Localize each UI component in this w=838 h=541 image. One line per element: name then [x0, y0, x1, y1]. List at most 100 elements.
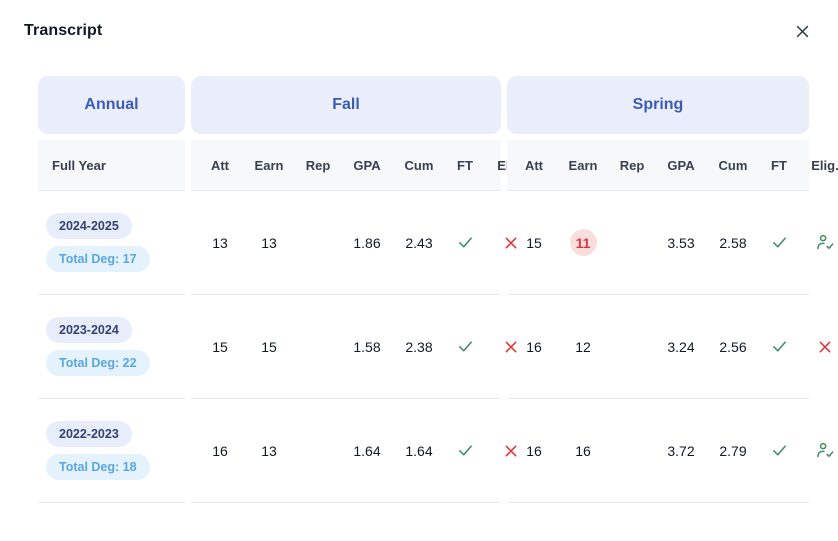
cell-spring-elig: [799, 399, 838, 502]
header-fall-gpa: GPA: [353, 157, 381, 173]
cell-fall-cum: 2.38: [405, 338, 433, 355]
header-spring-gpa: GPA: [667, 157, 695, 173]
cell-spring-earn: 16: [575, 442, 591, 459]
fall-column-headers: Att Earn Rep GPA Cum FT Elig.: [191, 140, 525, 190]
cell-fall-cum: 1.64: [405, 442, 433, 459]
check-icon: [457, 442, 474, 459]
header-fall-earn: Earn: [254, 157, 284, 173]
check-icon: [457, 338, 474, 355]
modal-titlebar: Transcript: [0, 0, 838, 62]
cell-fall-att: 13: [212, 234, 228, 251]
cell-spring-elig: [799, 295, 838, 398]
cell-spring-earn: 11: [557, 191, 609, 294]
spring-cells: 15 11 3.53 2.58: [507, 191, 833, 294]
row-separator: [38, 190, 809, 191]
spring-column-headers: Att Earn Rep GPA Cum FT Elig.: [507, 140, 838, 190]
cell-spring-ft: [759, 295, 799, 398]
header-spring-earn: Earn: [568, 157, 598, 173]
x-icon: [503, 339, 519, 355]
cell-fall-ft: [445, 191, 485, 294]
annual-cell: 2023-2024 Total Deg: 22: [38, 317, 185, 376]
cell-spring-earn: 12: [575, 338, 591, 355]
cell-fall-earn: 15: [261, 338, 277, 355]
cell-fall-rep: [295, 295, 341, 398]
tab-annual[interactable]: Annual: [38, 76, 185, 134]
cell-spring-rep: [609, 191, 655, 294]
cell-fall-elig: [485, 399, 537, 502]
fall-cells: 16 13 1.64 1.64: [191, 399, 517, 502]
user-check-icon: [816, 441, 835, 460]
cell-fall-elig: [485, 295, 537, 398]
cell-spring-cum: 2.79: [719, 442, 747, 459]
cell-fall-rep: [295, 191, 341, 294]
cell-fall-rep: [295, 399, 341, 502]
x-icon: [817, 339, 833, 355]
fall-cells: 13 13 1.86 2.43: [191, 191, 517, 294]
tab-spring[interactable]: Spring: [507, 76, 809, 134]
cell-spring-gpa: 3.53: [667, 234, 695, 251]
cell-spring-att: 15: [526, 234, 542, 251]
cell-spring-ft: [759, 399, 799, 502]
header-fall-cum: Cum: [404, 157, 434, 173]
cell-fall-att: 16: [212, 442, 228, 459]
earn-warning-badge: 11: [569, 229, 597, 256]
check-icon: [771, 442, 788, 459]
annual-cell: 2022-2023 Total Deg: 18: [38, 421, 185, 480]
cell-fall-cum: 2.43: [405, 234, 433, 251]
cell-fall-earn: 13: [261, 442, 277, 459]
cell-spring-rep: [609, 399, 655, 502]
table-row[interactable]: 2022-2023 Total Deg: 18 16 13 1.64 1.64 16 16 3.…: [38, 399, 833, 502]
season-tab-row: Annual Fall Spring: [38, 76, 809, 134]
total-degree-badge: Total Deg: 17: [46, 246, 150, 272]
cell-fall-elig: [485, 191, 537, 294]
total-degree-badge: Total Deg: 22: [46, 350, 150, 376]
column-header-row: Full Year Att Earn Rep GPA Cum FT Elig. …: [38, 140, 838, 190]
transcript-table: Annual Fall Spring Full Year Att Earn Re…: [38, 76, 838, 503]
page-title: Transcript: [24, 22, 103, 39]
row-separator: [38, 294, 809, 295]
fall-cells: 15 15 1.58 2.38: [191, 295, 517, 398]
cell-spring-gpa: 3.72: [667, 442, 695, 459]
year-badge: 2023-2024: [46, 317, 132, 343]
cell-fall-att: 15: [212, 338, 228, 355]
table-row[interactable]: 2024-2025 Total Deg: 17 13 13 1.86 2.43 15 11 3.…: [38, 191, 833, 294]
cell-spring-rep: [609, 295, 655, 398]
user-check-icon: [816, 233, 835, 252]
header-fall-rep: Rep: [305, 157, 331, 173]
cell-spring-att: 16: [526, 442, 542, 459]
column-header-full-year: Full Year: [38, 140, 185, 190]
cell-spring-ft: [759, 191, 799, 294]
tab-fall[interactable]: Fall: [191, 76, 501, 134]
cell-fall-gpa: 1.64: [353, 442, 381, 459]
close-button[interactable]: [788, 17, 816, 45]
cell-fall-gpa: 1.58: [353, 338, 381, 355]
spring-cells: 16 16 3.72 2.79: [507, 399, 833, 502]
check-icon: [771, 338, 788, 355]
header-spring-rep: Rep: [619, 157, 645, 173]
x-icon: [503, 235, 519, 251]
header-spring-ft: FT: [771, 157, 787, 173]
cell-spring-elig: [799, 191, 838, 294]
check-icon: [771, 234, 788, 251]
cell-spring-gpa: 3.24: [667, 338, 695, 355]
header-spring-elig: Elig.: [811, 157, 838, 173]
transcript-rows: 2024-2025 Total Deg: 17 13 13 1.86 2.43 15 11 3.…: [38, 190, 833, 503]
x-icon: [503, 443, 519, 459]
cell-fall-ft: [445, 399, 485, 502]
cell-fall-earn: 13: [261, 234, 277, 251]
row-separator: [38, 502, 809, 503]
total-degree-badge: Total Deg: 18: [46, 454, 150, 480]
cell-spring-cum: 2.56: [719, 338, 747, 355]
cell-fall-gpa: 1.86: [353, 234, 381, 251]
header-fall-att: Att: [210, 157, 230, 173]
check-icon: [457, 234, 474, 251]
spring-cells: 16 12 3.24 2.56: [507, 295, 831, 398]
row-separator: [38, 398, 809, 399]
cell-spring-att: 16: [526, 338, 542, 355]
table-row[interactable]: 2023-2024 Total Deg: 22 15 15 1.58 2.38 16 12 3.…: [38, 295, 831, 398]
header-spring-att: Att: [524, 157, 544, 173]
close-icon: [794, 23, 811, 40]
cell-fall-ft: [445, 295, 485, 398]
header-fall-ft: FT: [457, 157, 473, 173]
annual-cell: 2024-2025 Total Deg: 17: [38, 213, 185, 272]
